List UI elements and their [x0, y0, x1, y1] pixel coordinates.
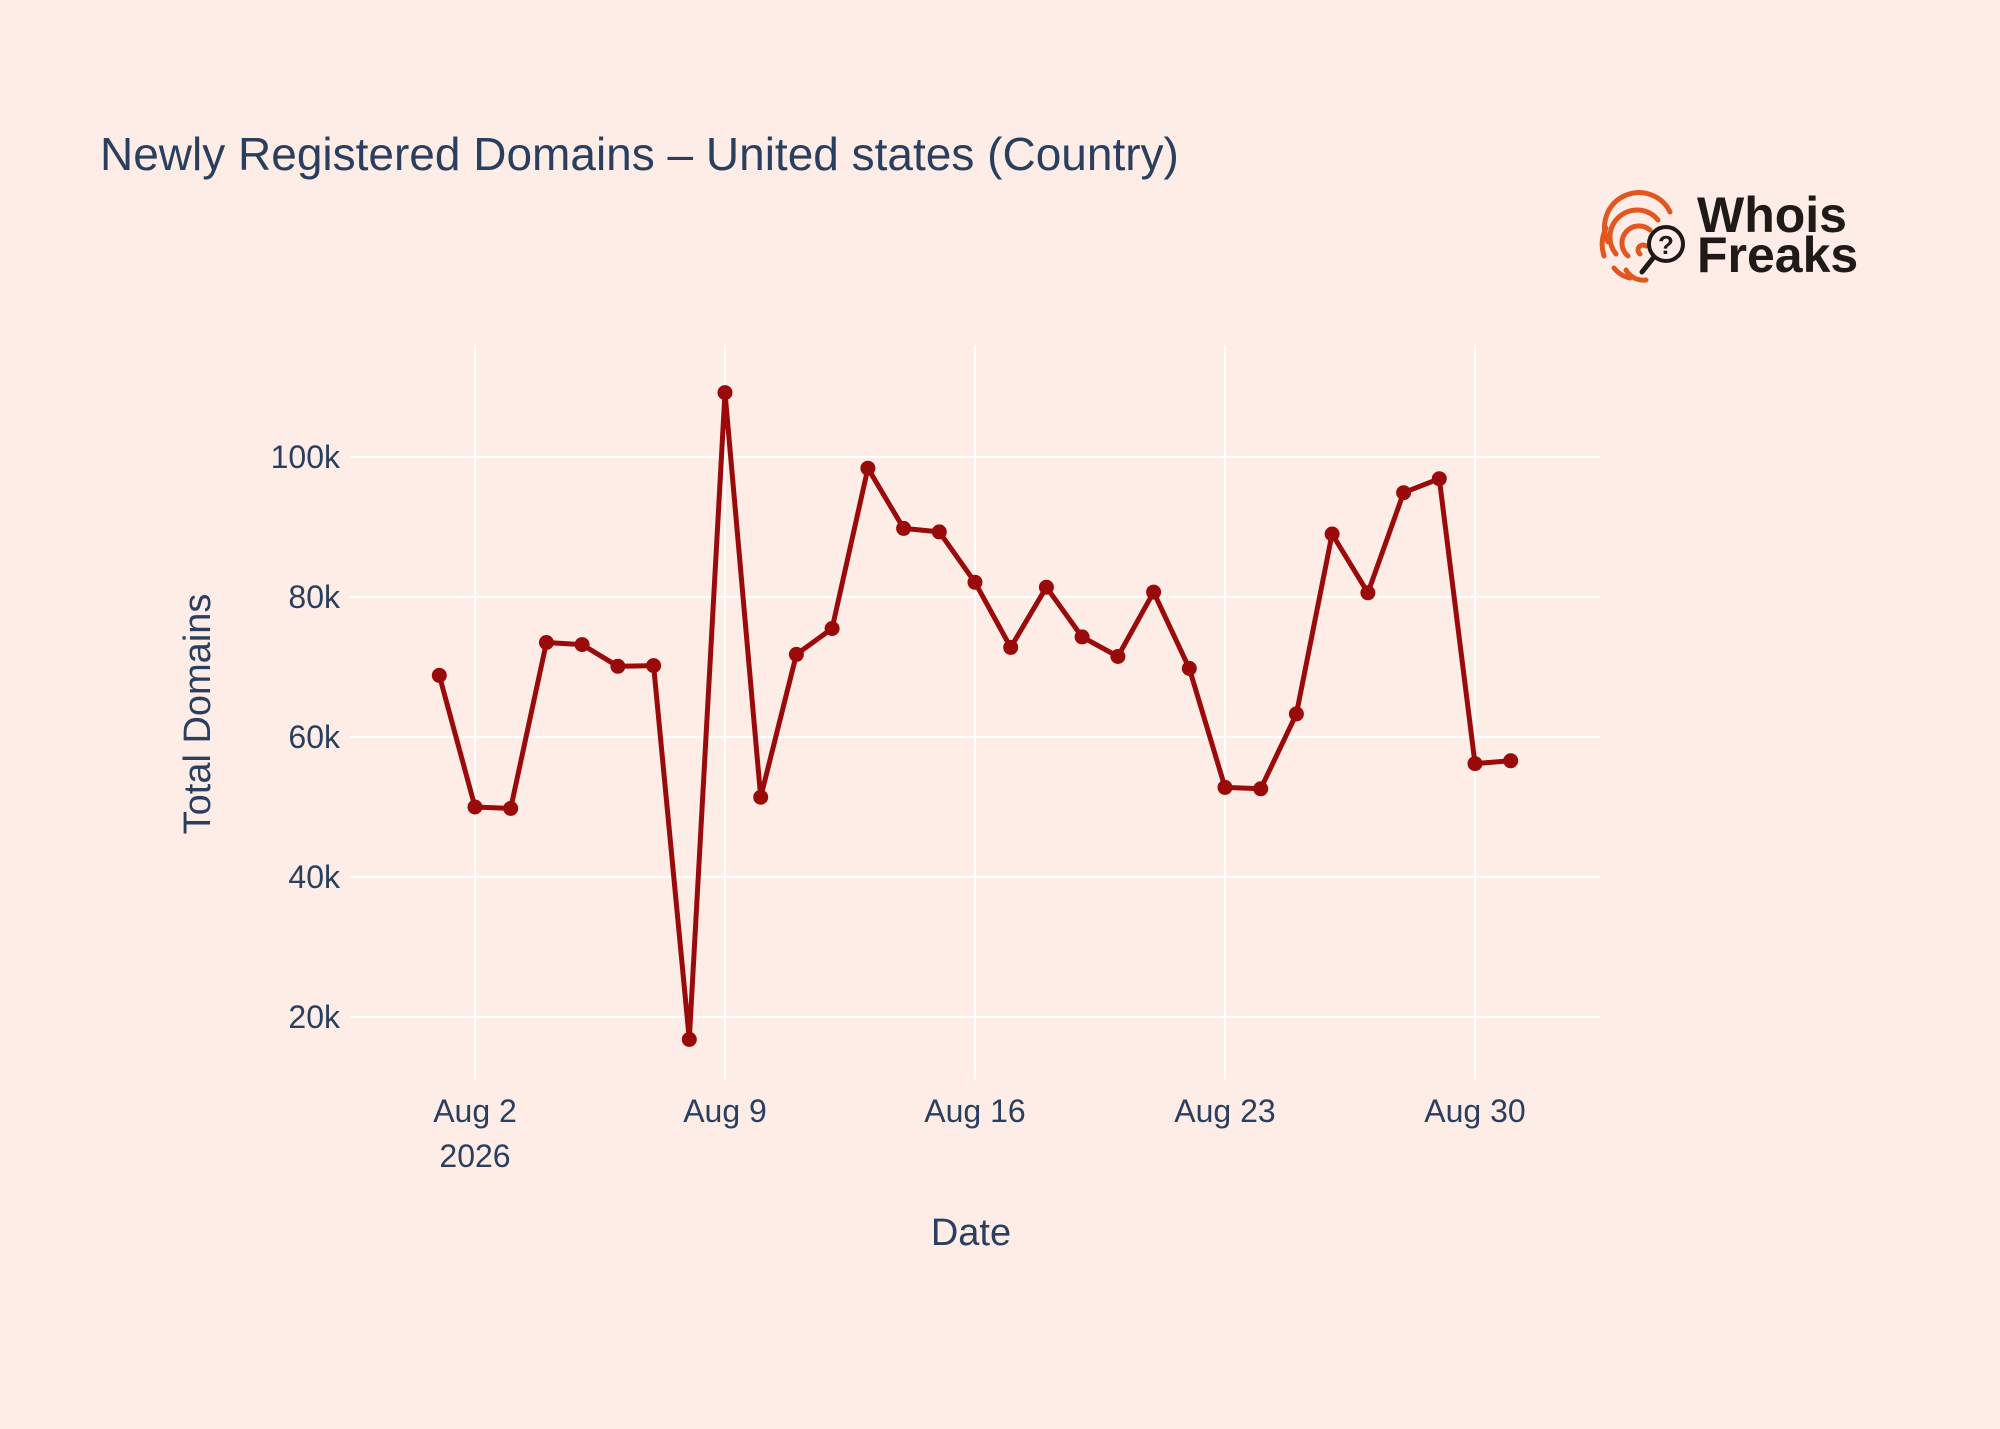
y-tick-label: 100k — [271, 439, 341, 475]
whoisfreaks-logo: ? Whois Freaks — [1599, 187, 1858, 283]
data-point — [1003, 639, 1019, 655]
data-point — [1360, 585, 1376, 601]
x-tick-label: Aug 23 — [1174, 1093, 1275, 1129]
y-tick-label: 40k — [288, 859, 341, 895]
x-axis-title: Date — [931, 1212, 1011, 1254]
data-point — [1253, 781, 1269, 797]
data-point — [681, 1031, 697, 1047]
y-axis-title: Total Domains — [177, 594, 219, 835]
x-tick-label: Aug 16 — [924, 1093, 1025, 1129]
y-tick-label: 80k — [288, 579, 341, 615]
data-point — [467, 799, 483, 815]
svg-text:?: ? — [1658, 230, 1674, 260]
logo-text-line1: Whois — [1697, 187, 1847, 243]
data-points — [431, 385, 1519, 1047]
data-point — [860, 460, 876, 476]
data-point — [538, 635, 554, 650]
data-point — [1074, 629, 1090, 645]
data-point — [1110, 649, 1126, 664]
data-point — [574, 637, 590, 653]
data-point — [1217, 779, 1233, 795]
x-tick-label: Aug 30 — [1424, 1093, 1525, 1129]
data-point — [1181, 660, 1197, 676]
data-point — [824, 621, 840, 636]
x-tick-label: Aug 9 — [683, 1093, 767, 1129]
chart-title: Newly Registered Domains – United states… — [100, 128, 1179, 180]
data-point — [753, 789, 769, 805]
data-point — [1324, 526, 1340, 542]
fingerprint-magnifier-icon: ? — [1599, 190, 1685, 283]
data-point — [1396, 485, 1412, 501]
data-point — [717, 385, 733, 401]
data-point — [503, 800, 519, 816]
data-point — [431, 667, 447, 683]
x-tick-label: Aug 2 — [433, 1093, 517, 1129]
data-point — [1503, 753, 1519, 769]
data-point — [646, 658, 662, 674]
data-point — [1038, 579, 1054, 595]
y-tick-labels: 20k 40k 60k 80k 100k — [271, 439, 341, 1035]
data-point — [1146, 584, 1162, 600]
y-tick-label: 20k — [288, 999, 341, 1035]
logo-text-line2: Freaks — [1697, 227, 1858, 283]
data-point — [1467, 756, 1483, 772]
data-point — [931, 524, 947, 540]
x-grid-lines — [474, 345, 1476, 1080]
y-tick-label: 60k — [288, 719, 341, 755]
data-point — [967, 574, 983, 590]
x-tick-sublabel: 2026 — [439, 1138, 510, 1174]
data-point — [1288, 706, 1304, 722]
x-tick-labels: Aug 2 2026 Aug 9 Aug 16 Aug 23 Aug 30 — [433, 1093, 1526, 1174]
data-point — [1431, 471, 1447, 487]
y-grid-lines — [350, 456, 1600, 1018]
data-point — [610, 658, 626, 674]
data-point — [896, 520, 912, 536]
data-point — [788, 646, 804, 662]
